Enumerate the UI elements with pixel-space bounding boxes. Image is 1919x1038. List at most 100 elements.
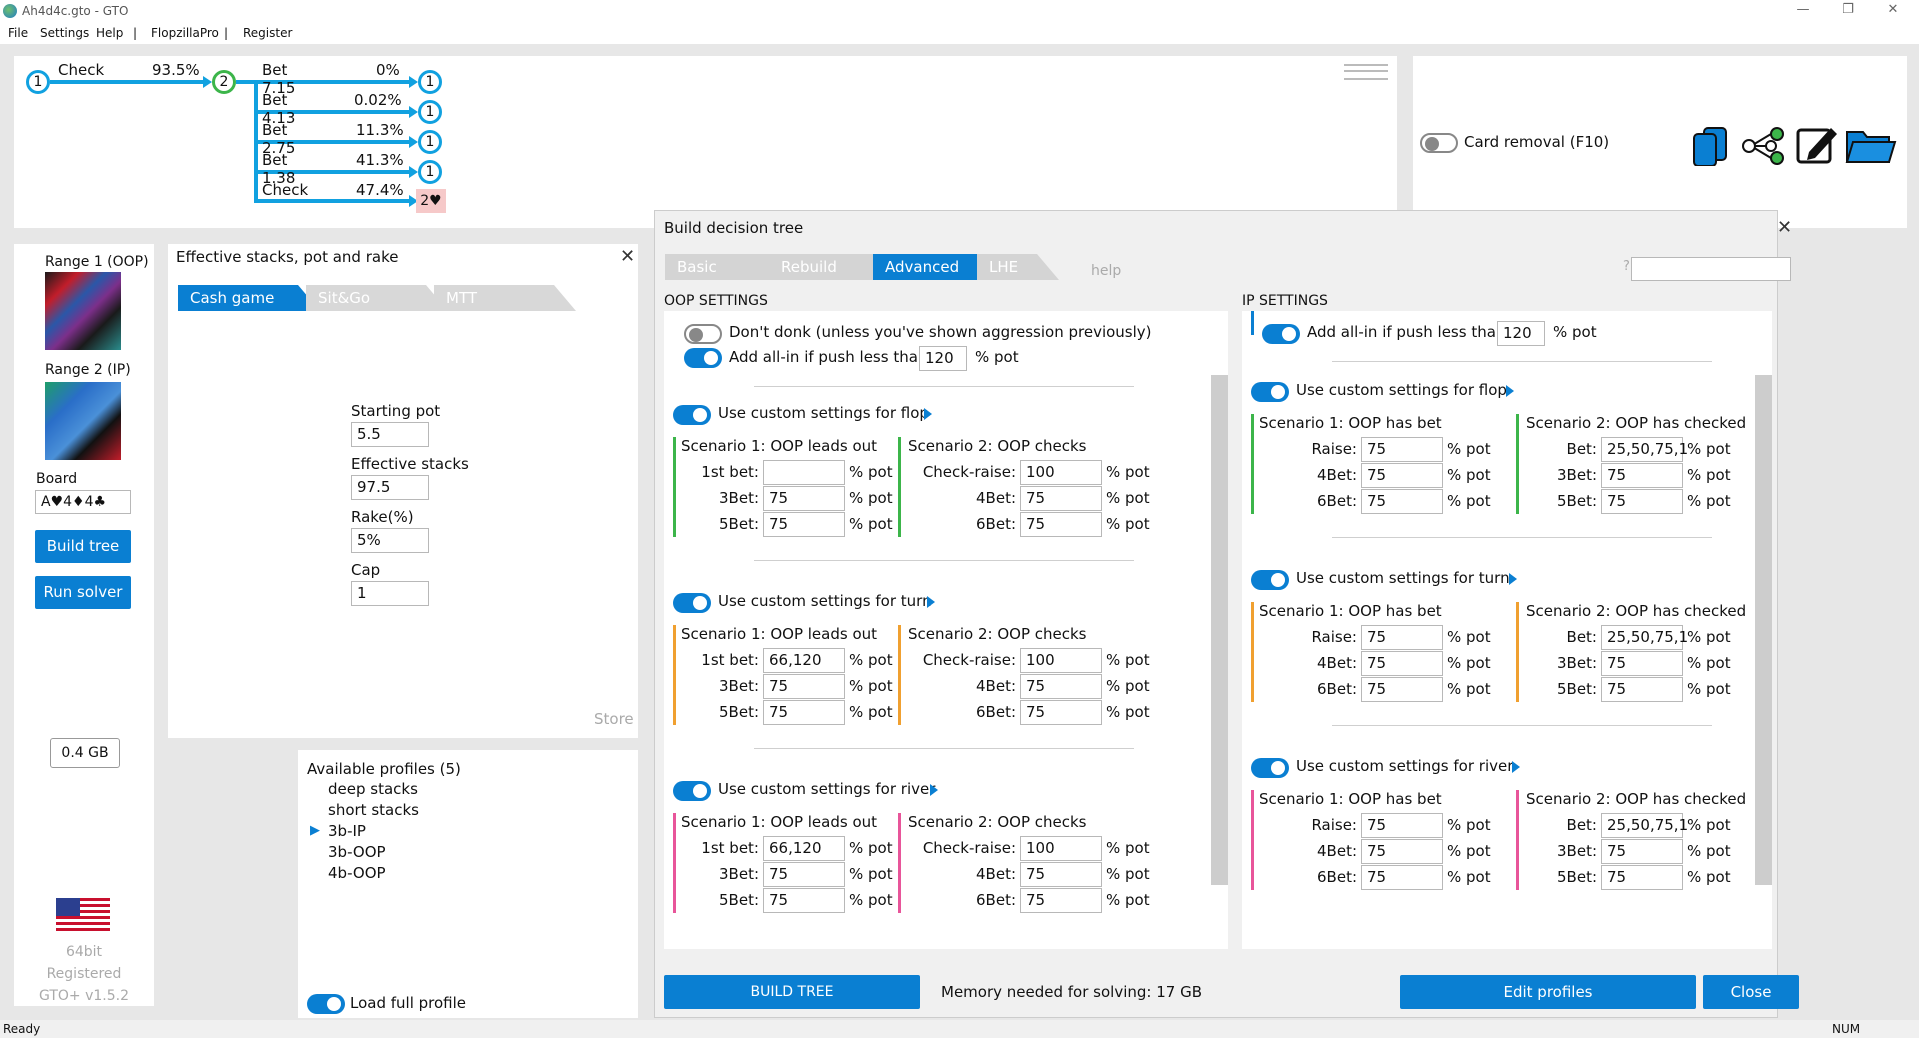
tree-node-mid[interactable]: 2 [212,70,236,94]
scrollbar-thumb[interactable] [1211,375,1228,885]
oop-settings-scroll[interactable]: Don't donk (unless you've shown aggressi… [664,311,1228,949]
starting-pot-input[interactable]: 5.5 [351,422,429,447]
bet-size-input[interactable]: 75 [1020,674,1102,699]
expand-arrow-icon[interactable] [1512,761,1520,773]
edit-profiles-button[interactable]: Edit profiles [1400,975,1696,1009]
range1-matrix[interactable] [45,272,121,350]
bet-size-input[interactable]: 75 [1361,865,1443,890]
bet-size-input[interactable]: 75 [1020,512,1102,537]
oop-allin-toggle[interactable] [684,348,722,368]
edge-label[interactable]: Bet 4.13 [262,91,296,127]
ip-allin-toggle[interactable] [1262,324,1300,344]
tree-node-leaf[interactable]: 1 [418,130,442,154]
expand-arrow-icon[interactable] [927,596,935,608]
bet-size-input[interactable] [763,460,845,485]
restore-icon[interactable]: ❐ [1842,2,1854,17]
board-input[interactable]: A♥4♦4♣ [35,490,131,514]
menu-register[interactable]: Register [243,26,293,40]
folder-icon[interactable] [1845,126,1897,166]
close-button[interactable]: Close [1703,975,1799,1009]
rake-input[interactable]: 5% [351,528,429,553]
menu-help[interactable]: Help [96,26,124,40]
bet-size-input[interactable]: 75 [763,674,845,699]
bet-size-input[interactable]: 75 [1601,651,1683,676]
tree-node-root[interactable]: 1 [26,70,50,94]
bet-size-input[interactable]: 75 [1601,865,1683,890]
bet-size-input[interactable]: 75 [1020,862,1102,887]
range2-matrix[interactable] [45,382,121,460]
profile-item[interactable]: 3b-IP [328,822,366,840]
ip-settings-scroll[interactable]: Add all-in if push less than 120 % pot U… [1242,311,1772,949]
tree-node-leaf[interactable]: 1 [418,160,442,184]
bet-size-input[interactable]: 75 [1361,625,1443,650]
edge-label[interactable]: Check [262,181,309,199]
bet-size-input[interactable]: 100 [1020,648,1102,673]
drag-handle-icon[interactable] [1344,64,1388,80]
scrollbar-thumb[interactable] [1755,375,1772,885]
tree-node-leaf[interactable]: 1 [418,70,442,94]
bet-size-input[interactable]: 75 [763,700,845,725]
expand-arrow-icon[interactable] [930,784,938,796]
menu-file[interactable]: File [8,26,29,40]
dont-donk-toggle[interactable] [684,324,722,344]
bet-size-input[interactable]: 75 [1361,489,1443,514]
edge-label[interactable]: Bet 1.38 [262,151,296,187]
ip-allin-input[interactable]: 120 [1497,321,1545,346]
bet-size-input[interactable]: 75 [763,888,845,913]
expand-arrow-icon[interactable] [1506,385,1514,397]
ip-street-toggle[interactable] [1251,758,1289,778]
tab-mtt[interactable]: MTT [434,285,576,311]
bet-size-input[interactable]: 75 [1601,489,1683,514]
bet-size-input[interactable]: 75 [763,862,845,887]
load-full-profile-toggle[interactable] [307,994,345,1014]
bet-size-input[interactable]: 100 [1020,836,1102,861]
edge-label[interactable]: Bet 2.75 [262,121,296,157]
bet-size-input[interactable]: 25,50,75,1 [1601,437,1688,462]
card-removal-toggle[interactable] [1420,133,1458,153]
profile-item[interactable]: 3b-OOP [328,843,386,861]
bet-size-input[interactable]: 75 [1361,463,1443,488]
menu-flopzilla[interactable]: FlopzillaPro [151,26,219,40]
bet-size-input[interactable]: 100 [1020,460,1102,485]
bet-size-input[interactable]: 66,120 [763,836,845,861]
bet-size-input[interactable]: 75 [1361,437,1443,462]
edge-label[interactable]: Bet 7.15 [262,61,296,97]
oop-street-toggle[interactable] [673,405,711,425]
bet-size-input[interactable]: 75 [763,486,845,511]
oop-street-toggle[interactable] [673,781,711,801]
edge-label[interactable]: Check [58,61,105,79]
run-solver-button[interactable]: Run solver [35,576,131,609]
expand-arrow-icon[interactable] [1509,573,1517,585]
store-link[interactable]: Store [594,710,634,728]
bet-size-input[interactable]: 75 [1020,486,1102,511]
expand-arrow-icon[interactable] [924,408,932,420]
close-icon[interactable]: ✕ [620,246,636,267]
bet-size-input[interactable]: 75 [1361,813,1443,838]
close-icon[interactable]: ✕ [1777,217,1793,238]
bet-size-input[interactable]: 75 [1361,651,1443,676]
tree-icon[interactable] [1741,124,1791,168]
bet-size-input[interactable]: 75 [1020,700,1102,725]
profile-item[interactable]: short stacks [328,801,419,819]
us-flag-icon[interactable] [56,898,110,932]
eff-stacks-input[interactable]: 97.5 [351,475,429,500]
bet-size-input[interactable]: 25,50,75,1 [1601,625,1688,650]
bet-size-input[interactable]: 66,120 [763,648,845,673]
tab-sitgo[interactable]: Sit&Go [306,285,448,311]
build-tree-submit-button[interactable]: BUILD TREE [664,975,920,1009]
oop-allin-input[interactable]: 120 [919,346,967,371]
tree-node-terminal[interactable]: 2♥ [416,189,446,213]
edit-icon[interactable] [1795,122,1839,166]
tree-node-leaf[interactable]: 1 [418,100,442,124]
bet-size-input[interactable]: 75 [1601,677,1683,702]
menu-settings[interactable]: Settings [40,26,90,40]
minimize-icon[interactable]: — [1796,2,1810,17]
oop-street-toggle[interactable] [673,593,711,613]
tab-cash-game[interactable]: Cash game [178,285,320,311]
bet-size-input[interactable]: 75 [1020,888,1102,913]
cap-input[interactable]: 1 [351,581,429,606]
close-window-icon[interactable]: ✕ [1887,2,1899,17]
copy-icon[interactable] [1691,126,1731,166]
bet-size-input[interactable]: 75 [1601,463,1683,488]
bet-size-input[interactable]: 25,50,75,1 [1601,813,1688,838]
